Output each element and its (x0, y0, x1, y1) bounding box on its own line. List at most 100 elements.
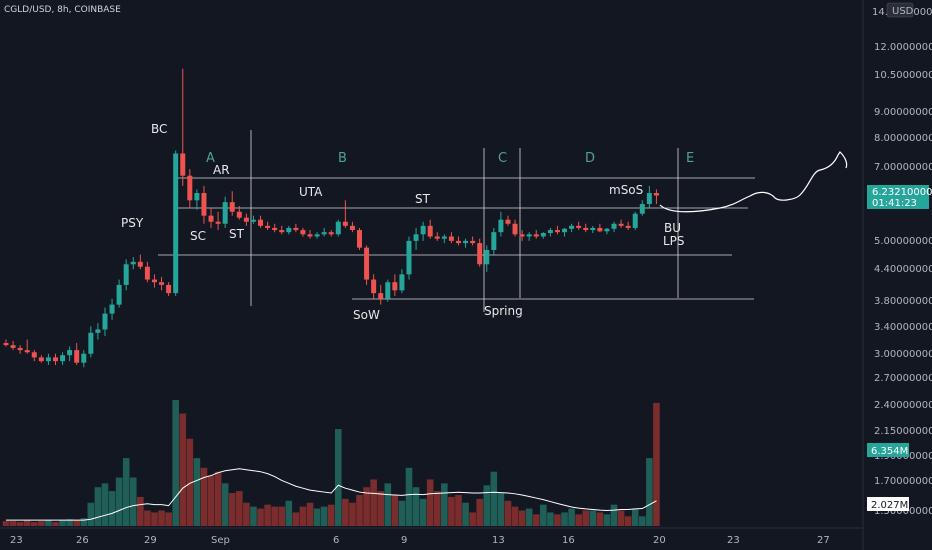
candle-body (477, 243, 483, 265)
volume-bar (462, 502, 469, 526)
volume-bar (617, 510, 625, 526)
time-label: 26 (76, 535, 89, 546)
last-price-value: 6.23210000 (872, 187, 932, 198)
candle-body (144, 266, 150, 280)
candle-body (208, 215, 214, 222)
volume-bar (45, 520, 52, 526)
volume-bar (23, 520, 31, 526)
volume-bar (624, 516, 632, 526)
volume-bar (596, 512, 604, 526)
candle-body (618, 223, 624, 226)
candle (526, 232, 532, 241)
candle-body (653, 192, 659, 196)
candle (611, 221, 617, 233)
candle-body (392, 282, 398, 291)
event-label-psy: PSY (121, 216, 144, 230)
volume-bar (278, 506, 286, 526)
candle (3, 339, 9, 347)
candle-body (314, 234, 320, 237)
candle (632, 211, 638, 231)
candle-body (116, 284, 122, 305)
candle-body (159, 282, 165, 285)
candle (583, 223, 589, 233)
candle (562, 227, 568, 237)
volume-bar (158, 510, 165, 526)
event-label-ar: AR (213, 163, 230, 177)
candle-body (250, 219, 256, 222)
price-label: 3.40000000 (874, 322, 932, 333)
candle (653, 189, 659, 205)
candle (187, 169, 193, 208)
candle-body (463, 240, 469, 244)
candle-body (491, 232, 497, 250)
currency-badge[interactable] (886, 2, 914, 18)
candle (448, 232, 454, 244)
candle (463, 238, 469, 248)
candle (357, 227, 362, 250)
candle-body (123, 264, 129, 285)
candle (441, 234, 447, 244)
volume-bar (207, 475, 215, 526)
candle (229, 191, 235, 216)
event-label-msos: mSoS (609, 183, 643, 197)
candle (342, 200, 348, 228)
time-label: 13 (492, 535, 505, 546)
candle-body (201, 192, 207, 216)
volume-bar (412, 487, 420, 526)
candle (378, 284, 384, 305)
price-label: 2.15000000 (874, 426, 932, 437)
candle (67, 346, 73, 362)
volume-bar (646, 458, 653, 526)
volume-bar (129, 477, 137, 526)
price-label: 8.00000000 (874, 133, 932, 144)
price-label: 1.50000000 (874, 506, 932, 517)
volume-bar (179, 413, 187, 526)
price-label: 12.00000000 (874, 42, 932, 53)
candle (590, 225, 596, 234)
time-label: 23 (727, 535, 740, 546)
candle-body (385, 282, 391, 299)
candle (116, 279, 122, 308)
candle (243, 213, 249, 226)
volume-bar (497, 493, 505, 526)
volume-bar (299, 506, 307, 526)
candle (427, 219, 433, 239)
candle-body (470, 240, 476, 244)
volume-bar (469, 512, 476, 526)
candle (166, 282, 172, 296)
volume-bar (483, 485, 491, 526)
candle-body (88, 332, 94, 354)
candle (159, 276, 165, 291)
candle-body (187, 175, 193, 201)
volume-bar (137, 496, 144, 526)
candle-body (272, 227, 278, 231)
time-label: Sep (211, 535, 230, 546)
candle-body (95, 329, 101, 333)
phase-label-c: C (498, 151, 507, 166)
time-label: 29 (144, 535, 157, 546)
candle (10, 340, 16, 351)
candle-layer (3, 68, 659, 368)
currency-badge-label: USD (892, 6, 914, 17)
volume-bar (38, 521, 45, 526)
candle (618, 219, 624, 228)
candle-body (498, 219, 504, 233)
wyckoff-event-labels: PSY BC AR SC ST UTA ST SoW Spring mSoS B… (121, 122, 685, 322)
candle (17, 345, 23, 354)
candle-body (484, 249, 490, 265)
volume-bar (16, 522, 24, 526)
candle-body (258, 219, 264, 226)
candle-body (67, 350, 73, 356)
volume-bar (228, 493, 236, 526)
candle-body (151, 279, 157, 283)
candle (293, 223, 299, 233)
volume-ma-tag (867, 497, 909, 511)
candle (512, 219, 518, 237)
candle (95, 323, 101, 340)
candle-body (505, 219, 511, 224)
candle (455, 236, 461, 246)
candle-body (455, 240, 461, 244)
volume-bar (476, 498, 483, 526)
candle-body (17, 347, 23, 351)
